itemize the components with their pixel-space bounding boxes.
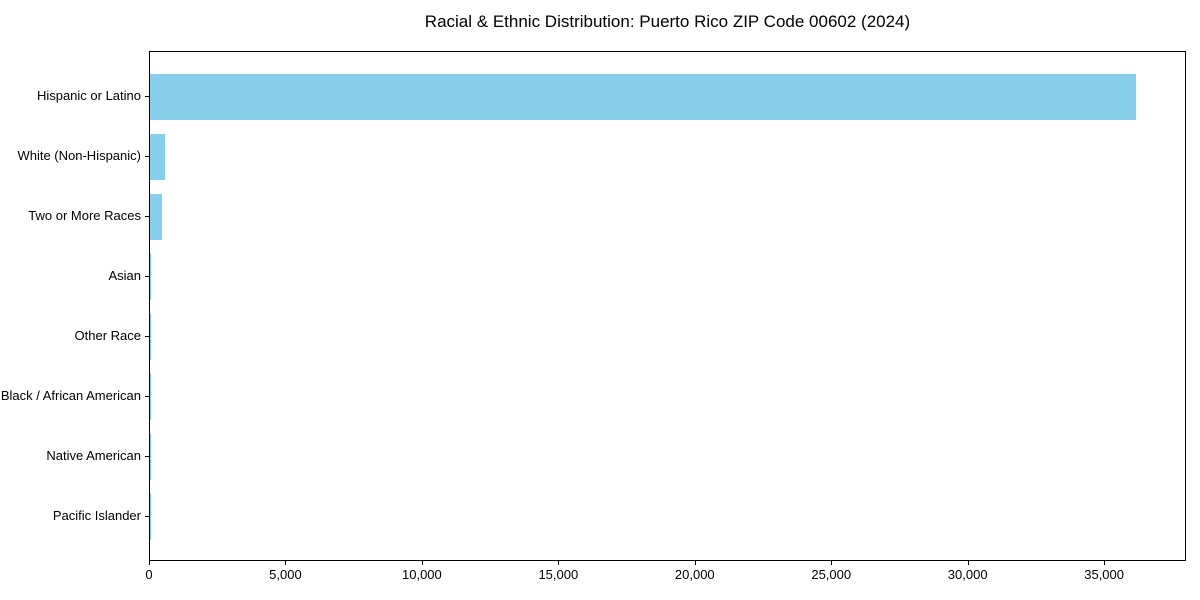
x-tick-mark	[149, 561, 150, 565]
y-tick-label-white-non-hispanic: White (Non-Hispanic)	[17, 148, 141, 163]
chart-title: Racial & Ethnic Distribution: Puerto Ric…	[424, 12, 911, 31]
y-tick-mark	[145, 396, 149, 397]
x-tick-mark	[831, 561, 833, 565]
x-tick-mark	[1104, 561, 1106, 565]
x-tick-mark	[421, 561, 423, 565]
bar-other-race	[150, 314, 151, 360]
x-tick-label: 20,000	[674, 567, 715, 582]
y-tick-label-two-or-more-races: Two or More Races	[28, 208, 141, 223]
y-tick-label-black-african-american: Black / African American	[0, 388, 141, 403]
x-tick-label: 15,000	[538, 567, 579, 582]
x-tick-label: 25,000	[811, 567, 852, 582]
y-tick-mark	[145, 216, 149, 217]
x-tick-mark	[558, 561, 560, 565]
y-tick-label-pacific-islander: Pacific Islander	[52, 508, 141, 523]
y-tick-mark	[145, 516, 149, 517]
x-tick-label: 10,000	[402, 567, 442, 582]
plot-area	[149, 51, 1186, 561]
y-tick-mark	[145, 156, 149, 157]
x-tick-label: 35,000	[1084, 567, 1124, 582]
y-tick-mark	[145, 96, 149, 97]
x-tick-label: 0	[145, 567, 153, 582]
x-tick-mark	[967, 561, 969, 565]
x-tick-mark	[694, 561, 696, 565]
y-tick-label-hispanic-or-latino: Hispanic or Latino	[36, 88, 141, 103]
y-tick-label-native-american: Native American	[46, 448, 141, 463]
bar-asian	[150, 254, 152, 300]
y-tick-mark	[145, 456, 149, 457]
bar-hispanic-or-latino	[150, 74, 1136, 120]
y-tick-mark	[145, 276, 149, 277]
bar-two-or-more-races	[150, 194, 163, 240]
y-tick-mark	[145, 336, 149, 337]
y-tick-label-other-race: Other Race	[74, 328, 141, 343]
y-tick-label-asian: Asian	[108, 268, 141, 283]
bar-white-non-hispanic	[150, 134, 165, 180]
x-tick-mark	[285, 561, 287, 565]
x-tick-label: 30,000	[947, 567, 988, 582]
x-tick-label: 5,000	[269, 567, 302, 582]
